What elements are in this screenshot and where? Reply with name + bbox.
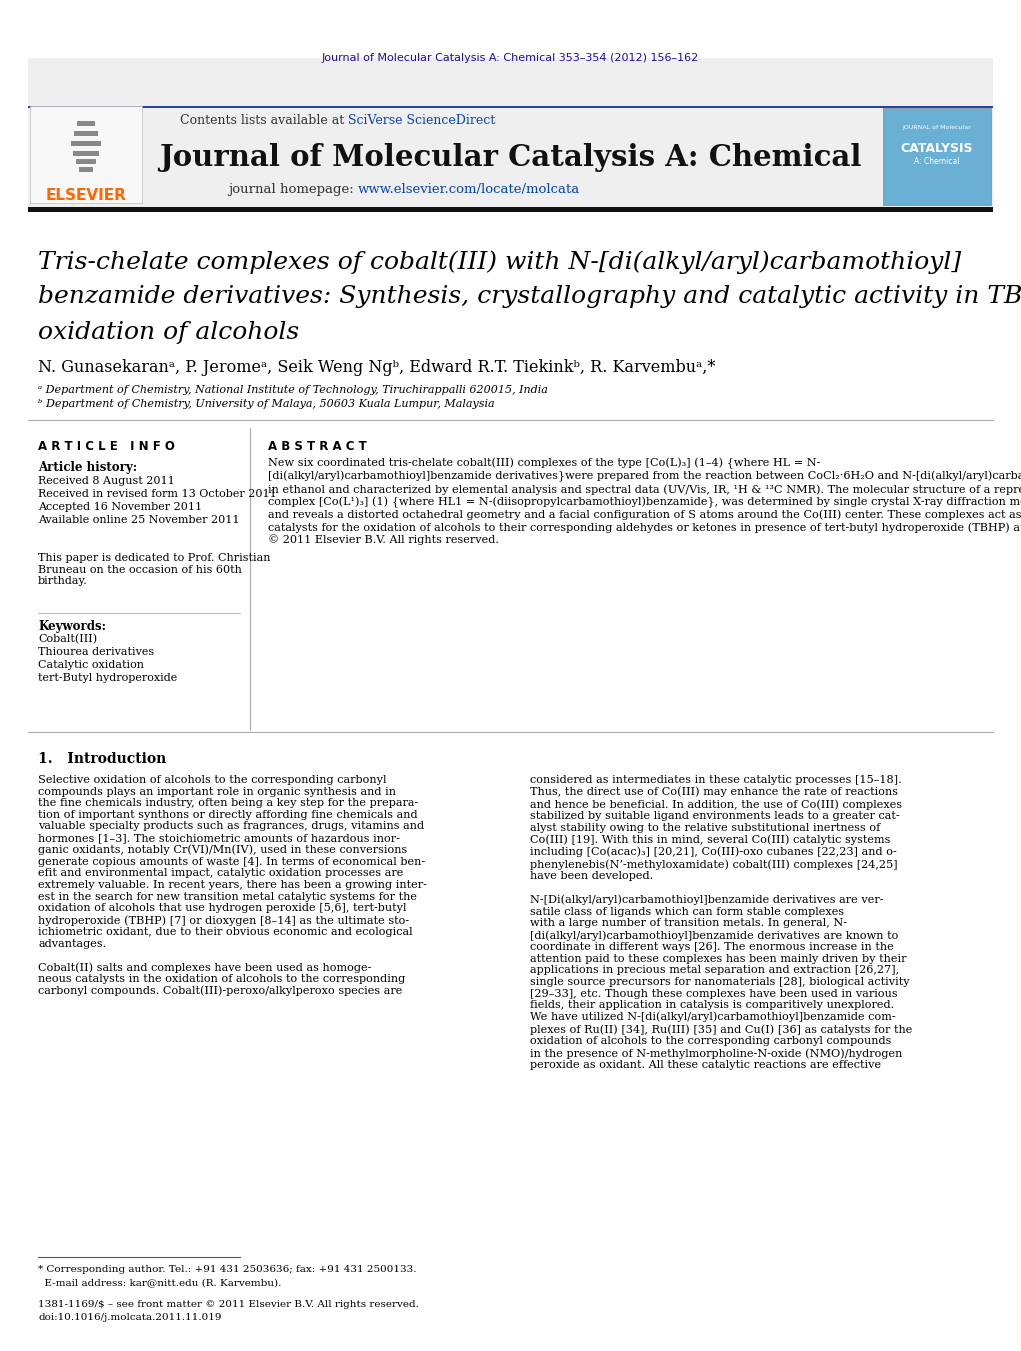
Text: journal homepage:: journal homepage: [228,184,358,196]
Text: A: Chemical: A: Chemical [914,158,960,166]
Text: CATALYSIS: CATALYSIS [901,142,973,154]
Text: Keywords:: Keywords: [38,620,106,634]
Text: New six coordinated tris-chelate cobalt(III) complexes of the type [Co(L)₃] (1–4: New six coordinated tris-chelate cobalt(… [268,458,1021,546]
Text: Tris-chelate complexes of cobalt(III) with N-[di(alkyl/aryl)carbamothioyl]: Tris-chelate complexes of cobalt(III) wi… [38,250,961,274]
Text: N. Gunasekaranᵃ, P. Jeromeᵃ, Seik Weng Ngᵇ, Edward R.T. Tiekinkᵇ, R. Karvembuᵃ,*: N. Gunasekaranᵃ, P. Jeromeᵃ, Seik Weng N… [38,359,716,377]
Bar [74,131,98,136]
Text: www.elsevier.com/locate/molcata: www.elsevier.com/locate/molcata [358,184,580,196]
Text: JOURNAL of Molecular: JOURNAL of Molecular [903,124,971,130]
Text: E-mail address: kar@nitt.edu (R. Karvembu).: E-mail address: kar@nitt.edu (R. Karvemb… [38,1278,282,1288]
Text: oxidation of alcohols: oxidation of alcohols [38,320,299,343]
Bar [77,122,95,126]
Text: ᵃ Department of Chemistry, National Institute of Technology, Tiruchirappalli 620: ᵃ Department of Chemistry, National Inst… [38,385,548,394]
Bar [76,159,96,163]
Text: This paper is dedicated to Prof. Christian
Bruneau on the occasion of his 60th
b: This paper is dedicated to Prof. Christi… [38,553,271,586]
Bar [71,141,101,146]
Text: ᵇ Department of Chemistry, University of Malaya, 50603 Kuala Lumpur, Malaysia: ᵇ Department of Chemistry, University of… [38,399,494,409]
Text: Contents lists available at: Contents lists available at [180,115,348,127]
Text: Selective oxidation of alcohols to the corresponding carbonyl
compounds plays an: Selective oxidation of alcohols to the c… [38,775,427,997]
Text: Cobalt(III): Cobalt(III) [38,634,97,644]
Text: Available online 25 November 2011: Available online 25 November 2011 [38,515,240,526]
Text: tert-Butyl hydroperoxide: tert-Butyl hydroperoxide [38,673,178,684]
Text: A R T I C L E   I N F O: A R T I C L E I N F O [38,440,175,453]
Text: benzamide derivatives: Synthesis, crystallography and catalytic activity in TBHP: benzamide derivatives: Synthesis, crysta… [38,285,1021,308]
Bar [79,168,93,172]
Text: considered as intermediates in these catalytic processes [15–18].
Thus, the dire: considered as intermediates in these cat… [530,775,913,1070]
Text: * Corresponding author. Tel.: +91 431 2503636; fax: +91 431 2500133.: * Corresponding author. Tel.: +91 431 25… [38,1265,417,1274]
Bar [72,151,99,155]
Text: Thiourea derivatives: Thiourea derivatives [38,647,154,657]
Text: doi:10.1016/j.molcata.2011.11.019: doi:10.1016/j.molcata.2011.11.019 [38,1313,222,1323]
Text: 1.   Introduction: 1. Introduction [38,753,166,766]
Bar [30,105,142,203]
Text: Received in revised form 13 October 2011: Received in revised form 13 October 2011 [38,489,277,499]
Text: ELSEVIER: ELSEVIER [46,188,127,203]
Text: Received 8 August 2011: Received 8 August 2011 [38,476,175,486]
Text: Accepted 16 November 2011: Accepted 16 November 2011 [38,503,202,512]
Bar [883,108,991,205]
Text: Journal of Molecular Catalysis A: Chemical 353–354 (2012) 156–162: Journal of Molecular Catalysis A: Chemic… [322,53,698,63]
Bar [28,207,993,212]
Bar [28,105,993,108]
Text: Journal of Molecular Catalysis A: Chemical: Journal of Molecular Catalysis A: Chemic… [158,142,862,172]
Text: SciVerse ScienceDirect: SciVerse ScienceDirect [348,115,495,127]
Text: 1381-1169/$ – see front matter © 2011 Elsevier B.V. All rights reserved.: 1381-1169/$ – see front matter © 2011 El… [38,1300,419,1309]
Text: Article history:: Article history: [38,461,137,474]
Text: A B S T R A C T: A B S T R A C T [268,440,367,453]
Bar [28,58,993,209]
Text: Catalytic oxidation: Catalytic oxidation [38,661,144,670]
